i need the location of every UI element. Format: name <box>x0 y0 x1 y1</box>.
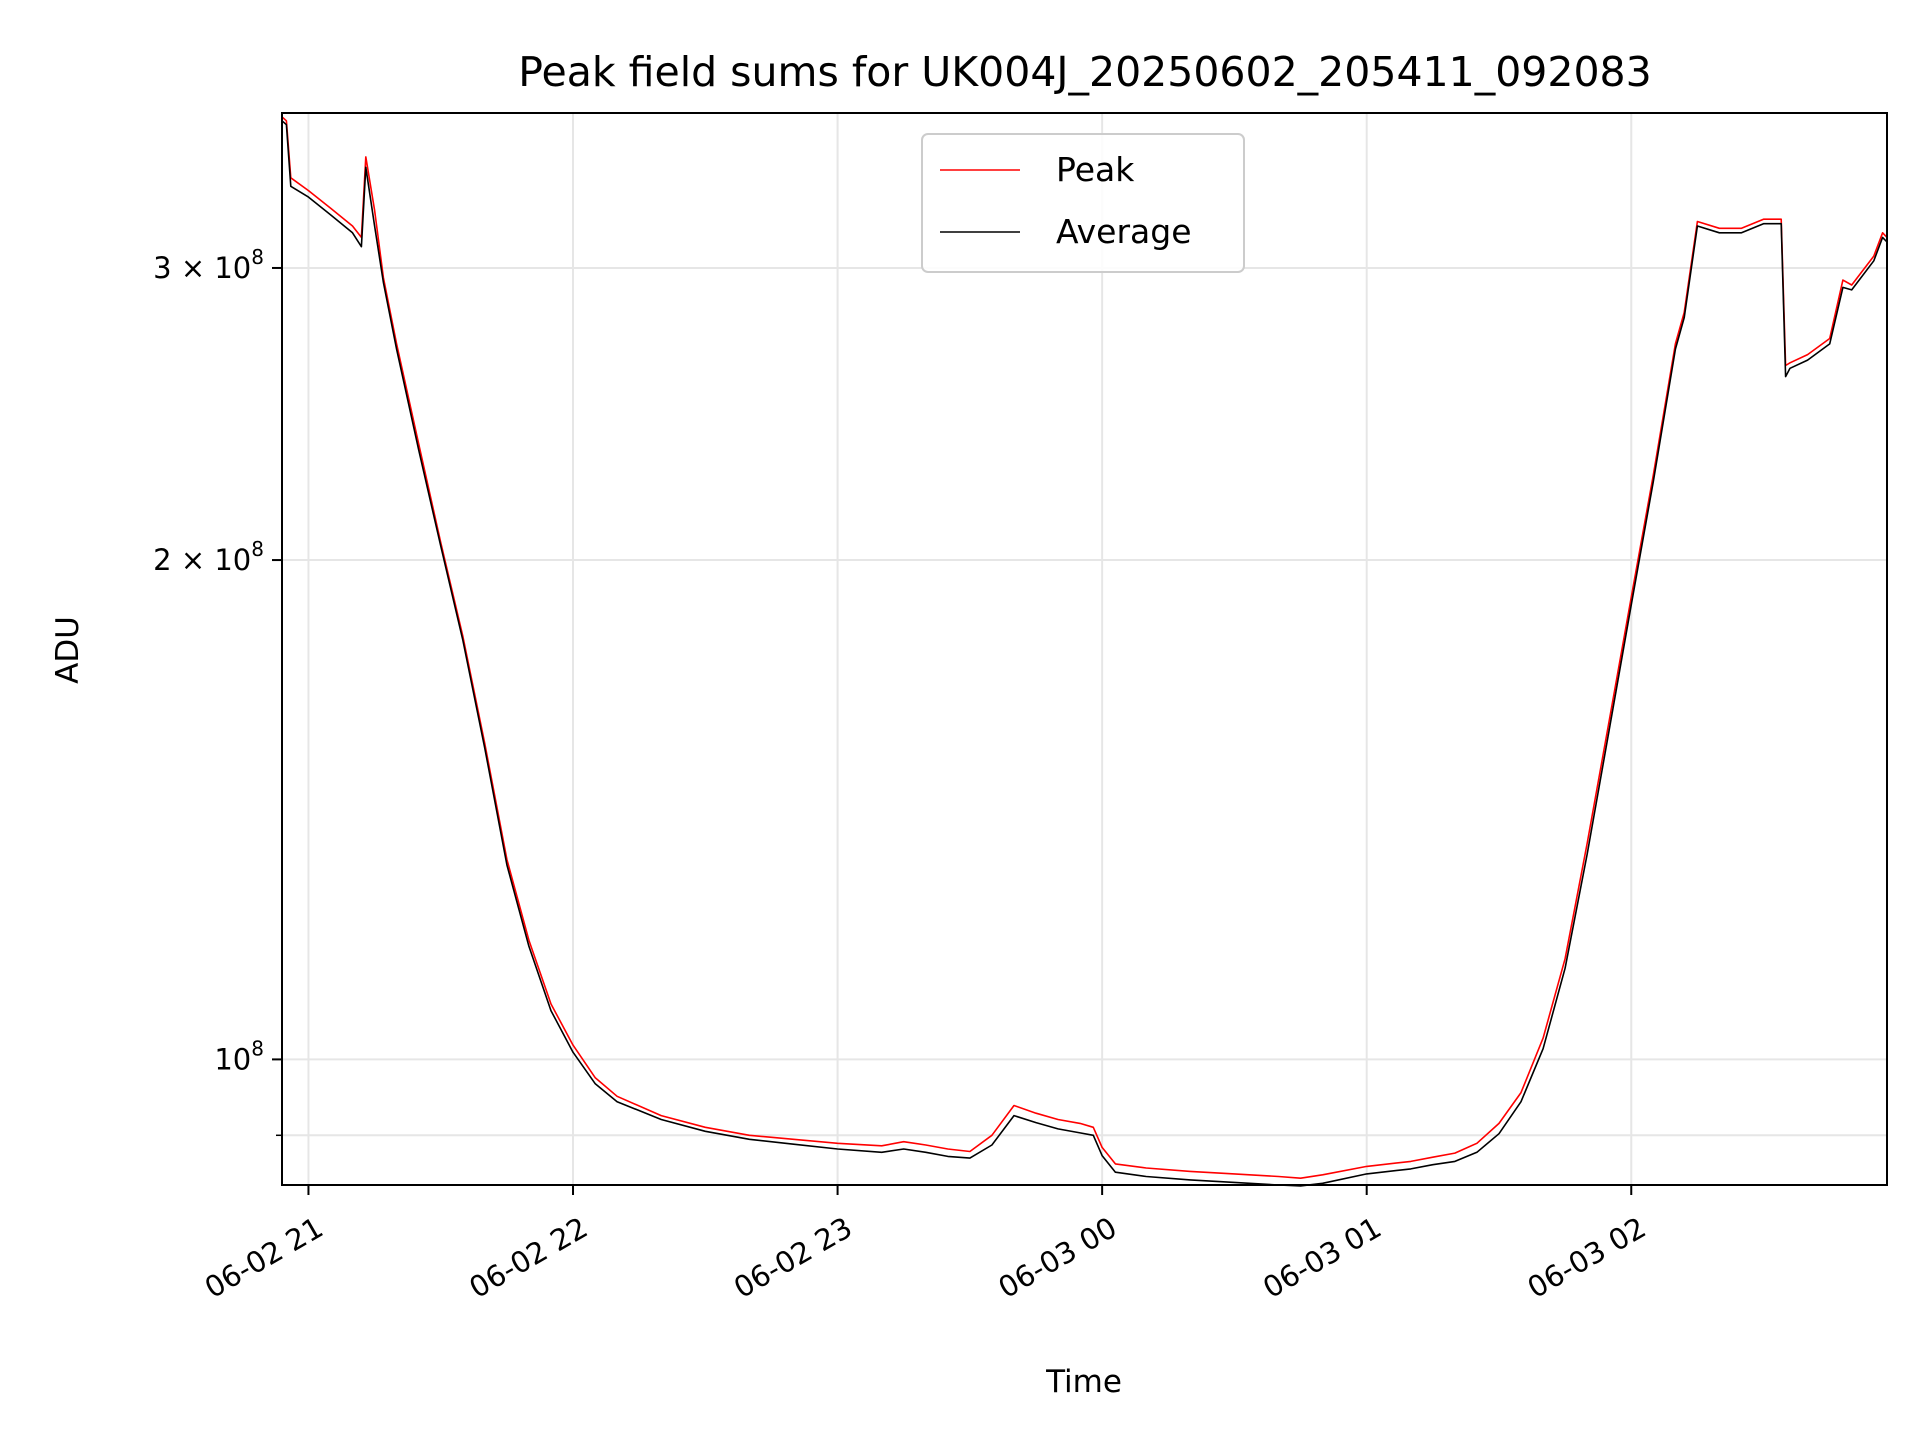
y-tick-label: 3 × 108 <box>153 245 264 285</box>
y-axis: 108 2 × 108 3 × 108 <box>153 245 282 1137</box>
y-axis-label: ADU <box>50 616 86 684</box>
legend-label-average: Average <box>1056 212 1192 251</box>
chart-title: Peak field sums for UK004J_20250602_2054… <box>518 48 1651 96</box>
y-tick-label: 108 <box>214 1036 264 1076</box>
plot-lines <box>281 116 1888 1187</box>
grid <box>282 113 1887 1185</box>
x-axis-label: Time <box>1045 1364 1122 1400</box>
legend-box <box>921 133 1245 273</box>
y-tick-label: 2 × 108 <box>153 537 264 577</box>
plot-frame <box>281 112 1888 1186</box>
legend: Peak Average <box>921 133 1245 273</box>
series-line-peak <box>281 116 1888 1179</box>
series-line-average <box>281 120 1888 1187</box>
legend-label-peak: Peak <box>1056 150 1135 189</box>
